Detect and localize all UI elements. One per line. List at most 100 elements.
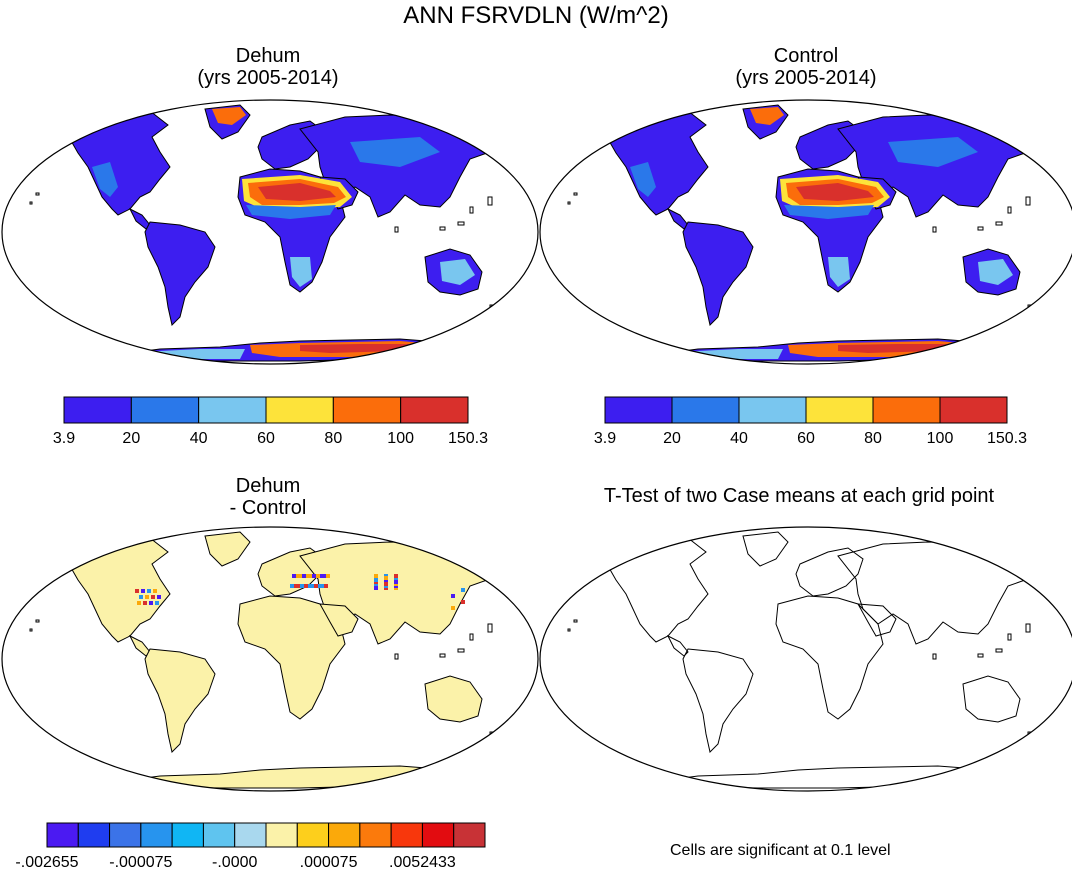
anomaly-cell: [137, 601, 141, 605]
island-outline: [457, 648, 465, 653]
anomaly-cell: [314, 584, 318, 588]
map-border: [1, 526, 539, 792]
field-antarctica-edge: [658, 349, 783, 359]
continent-central-america: [128, 634, 151, 657]
colorbar-label: 100: [387, 430, 415, 447]
anomaly-cell: [322, 574, 326, 578]
panel-title-line1: T-Test of two Case means at each grid po…: [603, 485, 995, 507]
anomaly-cell: [304, 584, 308, 588]
island-outline: [487, 623, 493, 633]
panel-title-line1: Control: [773, 45, 839, 67]
colorbar-swatch: [234, 822, 267, 848]
anomaly-cell: [384, 576, 388, 580]
colorbar-diff: [46, 822, 486, 848]
continent-antarctica: [114, 765, 441, 789]
colorbar-swatch: [265, 822, 298, 848]
island-outline: [573, 192, 578, 196]
field-s-africa-dry: [828, 257, 850, 287]
continent-north-america: [61, 110, 171, 216]
colorbar-label: -.002655: [15, 854, 79, 871]
panel-title-line1: Dehum: [235, 475, 301, 497]
colorbar-swatch: [359, 822, 392, 848]
island-outline: [394, 653, 399, 660]
colorbar-label: 80: [864, 430, 882, 447]
colorbar-swatch: [738, 396, 807, 424]
field-antarctica-edge: [120, 349, 245, 359]
island-outline: [439, 653, 446, 658]
island-outline: [977, 653, 984, 658]
field-greenland-top: [750, 107, 784, 125]
colorbar-label: .0052433: [389, 854, 456, 871]
colorbar-label: 40: [730, 430, 748, 447]
anomaly-cell: [135, 589, 139, 593]
island-outline: [1057, 593, 1062, 601]
map-control: [539, 99, 1072, 365]
colorbar-label: 80: [324, 430, 343, 447]
colorbar-swatch: [109, 822, 142, 848]
anomaly-cell: [451, 606, 455, 610]
continent-australia: [962, 675, 1021, 723]
island-outline: [469, 633, 474, 641]
colorbar-swatch: [604, 396, 673, 424]
anomaly-cell: [461, 600, 465, 604]
field-sahel: [246, 205, 336, 219]
field-n-america-west: [630, 162, 656, 197]
continent-asia: [837, 541, 1039, 645]
island-outline: [499, 571, 506, 576]
colorbar-label: -.0000: [212, 854, 258, 871]
panel-title-line2: (yrs 2005-2014): [735, 67, 877, 89]
colorbar-swatch: [390, 822, 423, 848]
island-outline: [995, 648, 1003, 653]
anomaly-cell: [374, 578, 378, 582]
continent-north-america: [599, 537, 709, 643]
map-border: [539, 99, 1072, 365]
island-outline: [519, 166, 524, 174]
island-outline: [995, 221, 1003, 226]
continent-south-america: [144, 221, 216, 326]
colorbar-swatch: [130, 396, 200, 424]
island-outline: [1037, 571, 1044, 576]
field-antarctica-core: [300, 344, 410, 353]
anomaly-cell: [374, 574, 378, 578]
continent-arabia: [857, 603, 897, 637]
continent-antarctica: [652, 765, 979, 789]
anomaly-cell: [147, 589, 151, 593]
island-outline: [29, 628, 33, 632]
panel-title-line2: - Control: [229, 497, 307, 519]
anomaly-cell: [326, 574, 330, 578]
anomaly-cell: [394, 574, 398, 578]
continent-central-america: [128, 207, 151, 230]
colorbar-label: 100: [926, 430, 954, 447]
anomaly-cell: [451, 594, 455, 598]
colorbar-label: 3.9: [52, 430, 76, 447]
panel-title-line2: (yrs 2005-2014): [197, 67, 339, 89]
continent-south-america: [682, 648, 754, 753]
continent-europe: [795, 547, 864, 597]
island-outline: [469, 206, 474, 214]
field-australia-interior: [440, 259, 475, 285]
anomaly-cell: [149, 601, 153, 605]
island-outline: [977, 226, 984, 231]
field-n-america-west: [92, 162, 118, 197]
continent-north-america: [599, 110, 709, 216]
map-dehum: [1, 99, 539, 365]
anomaly-cell: [316, 574, 320, 578]
anomaly-cell: [155, 601, 159, 605]
anomaly-cell: [298, 574, 302, 578]
field-sahara-core: [258, 183, 336, 201]
colorbar-swatch: [198, 396, 267, 424]
colorbar-control: [604, 396, 1008, 424]
colorbar-swatch: [421, 822, 455, 848]
colorbar-swatch: [453, 822, 486, 848]
island-outline: [1007, 206, 1012, 214]
panel-title-dehum: Dehum (yrs 2005-2014): [88, 45, 448, 89]
map-diff: [1, 526, 539, 792]
field-antarctica-core: [838, 344, 948, 353]
continent-central-america: [666, 634, 689, 657]
colorbar-swatch: [872, 396, 941, 424]
colorbar-label: 40: [189, 430, 208, 447]
colorbar-swatch: [805, 396, 874, 424]
continent-south-america: [682, 221, 754, 326]
field-sahel: [784, 205, 874, 219]
island-outline: [1057, 166, 1062, 174]
